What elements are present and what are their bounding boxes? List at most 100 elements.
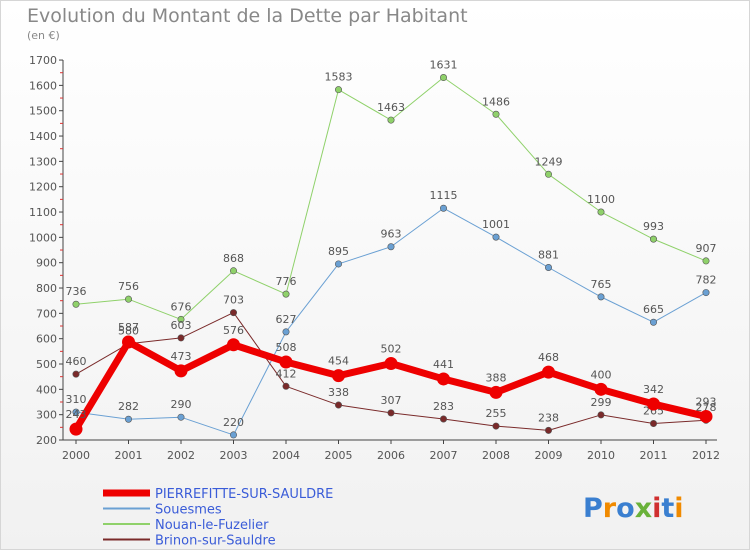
data-label-pierrefitte-sur-sauldre: 293: [696, 395, 717, 408]
data-label-brinon-sur-sauldre: 278: [696, 401, 717, 414]
y-tick-label: 1200: [29, 181, 57, 194]
data-label-brinon-sur-sauldre: 307: [381, 394, 402, 407]
data-point-nouan-le-fuzelier: [544, 170, 552, 178]
y-tick-label: 800: [36, 282, 57, 295]
data-point-pierrefitte-sur-sauldre: [594, 382, 608, 396]
x-tick-label: 2000: [62, 449, 90, 462]
data-point-pierrefitte-sur-sauldre: [332, 369, 345, 383]
data-label-brinon-sur-sauldre: 603: [171, 319, 192, 332]
data-label-souesmes: 1001: [482, 218, 510, 231]
data-point-nouan-le-fuzelier: [334, 86, 342, 94]
data-point-nouan-le-fuzelier: [702, 257, 710, 265]
data-label-souesmes: 782: [696, 274, 717, 287]
data-point-pierrefitte-sur-sauldre: [227, 338, 240, 352]
data-point-pierrefitte-sur-sauldre: [699, 409, 713, 423]
data-label-souesmes: 220: [223, 416, 244, 429]
x-tick-label: 2001: [115, 449, 143, 462]
data-point-souesmes: [72, 408, 80, 416]
data-point-pierrefitte-sur-sauldre: [489, 385, 503, 399]
y-tick-label: 900: [36, 257, 57, 270]
data-point-nouan-le-fuzelier: [492, 110, 500, 118]
data-label-brinon-sur-sauldre: 238: [538, 411, 559, 424]
data-point-souesmes: [492, 233, 500, 241]
data-label-souesmes: 627: [276, 313, 297, 326]
data-label-nouan-le-fuzelier: 868: [223, 252, 244, 265]
y-tick-label: 300: [36, 409, 57, 422]
x-tick-label: 2005: [325, 449, 353, 462]
y-tick-label: 1700: [29, 54, 57, 67]
data-label-pierrefitte-sur-sauldre: 243: [66, 408, 87, 421]
data-point-brinon-sur-sauldre: [230, 309, 238, 317]
data-point-souesmes: [177, 413, 185, 421]
legend-label-nouan-le-fuzelier: Nouan-le-Fuzelier: [155, 518, 269, 533]
data-point-brinon-sur-sauldre: [177, 334, 185, 342]
data-point-brinon-sur-sauldre: [492, 422, 500, 430]
data-label-souesmes: 282: [118, 400, 139, 413]
chart-subtitle: (en €): [27, 29, 60, 42]
data-label-souesmes: 310: [66, 393, 87, 406]
data-label-pierrefitte-sur-sauldre: 576: [223, 324, 244, 337]
data-point-nouan-le-fuzelier: [177, 315, 185, 323]
y-tick-label: 1400: [29, 130, 57, 143]
data-point-nouan-le-fuzelier: [282, 290, 290, 298]
proxiti-logo: Proxiti: [583, 493, 684, 524]
data-label-souesmes: 881: [538, 249, 559, 262]
x-tick-label: 2007: [430, 449, 458, 462]
data-label-nouan-le-fuzelier: 676: [171, 300, 192, 313]
legend-label-souesmes: Souesmes: [155, 503, 222, 518]
data-label-nouan-le-fuzelier: 1631: [430, 59, 458, 72]
data-label-brinon-sur-sauldre: 255: [486, 407, 507, 420]
data-point-pierrefitte-sur-sauldre: [279, 355, 293, 369]
data-point-souesmes: [387, 243, 395, 251]
data-label-nouan-le-fuzelier: 907: [696, 242, 717, 255]
data-label-souesmes: 290: [171, 398, 192, 411]
x-tick-label: 2008: [482, 449, 510, 462]
x-tick-label: 2002: [167, 449, 195, 462]
data-point-souesmes: [544, 264, 552, 272]
data-label-pierrefitte-sur-sauldre: 342: [643, 383, 664, 396]
y-tick-label: 1000: [29, 231, 57, 244]
data-label-souesmes: 1115: [430, 189, 458, 202]
data-point-brinon-sur-sauldre: [72, 370, 80, 378]
data-point-souesmes: [597, 293, 605, 301]
data-label-pierrefitte-sur-sauldre: 508: [276, 341, 297, 354]
data-point-nouan-le-fuzelier: [72, 300, 80, 308]
y-tick-label: 1500: [29, 105, 57, 118]
data-point-pierrefitte-sur-sauldre: [122, 335, 135, 349]
data-point-brinon-sur-sauldre: [334, 401, 342, 409]
data-point-souesmes: [334, 260, 342, 268]
data-point-brinon-sur-sauldre: [649, 420, 657, 428]
data-point-souesmes: [702, 289, 710, 297]
data-point-nouan-le-fuzelier: [597, 208, 605, 216]
data-label-souesmes: 765: [591, 278, 612, 291]
x-tick-label: 2010: [587, 449, 615, 462]
data-point-brinon-sur-sauldre: [282, 382, 290, 390]
y-tick-label: 400: [36, 383, 57, 396]
data-label-nouan-le-fuzelier: 1463: [377, 101, 405, 114]
data-point-nouan-le-fuzelier: [125, 295, 133, 303]
data-label-pierrefitte-sur-sauldre: 441: [433, 358, 454, 371]
legend-label-brinon-sur-sauldre: Brinon-sur-Sauldre: [155, 534, 276, 549]
data-label-pierrefitte-sur-sauldre: 468: [538, 351, 559, 364]
data-label-pierrefitte-sur-sauldre: 400: [591, 368, 612, 381]
data-label-pierrefitte-sur-sauldre: 388: [486, 371, 507, 384]
data-label-brinon-sur-sauldre: 580: [118, 325, 139, 338]
x-tick-label: 2012: [692, 449, 720, 462]
data-label-nouan-le-fuzelier: 1486: [482, 95, 510, 108]
data-label-nouan-le-fuzelier: 1100: [587, 193, 615, 206]
data-point-nouan-le-fuzelier: [649, 235, 657, 243]
data-label-brinon-sur-sauldre: 460: [66, 355, 87, 368]
data-point-brinon-sur-sauldre: [439, 415, 447, 423]
data-label-brinon-sur-sauldre: 703: [223, 294, 244, 307]
x-tick-label: 2004: [272, 449, 300, 462]
data-label-souesmes: 665: [643, 303, 664, 316]
data-label-souesmes: 963: [381, 228, 402, 241]
data-point-pierrefitte-sur-sauldre: [174, 364, 188, 378]
data-point-nouan-le-fuzelier: [230, 267, 238, 275]
data-point-souesmes: [282, 328, 290, 336]
data-point-brinon-sur-sauldre: [387, 409, 395, 417]
x-tick-label: 2011: [640, 449, 668, 462]
data-label-nouan-le-fuzelier: 776: [276, 275, 297, 288]
